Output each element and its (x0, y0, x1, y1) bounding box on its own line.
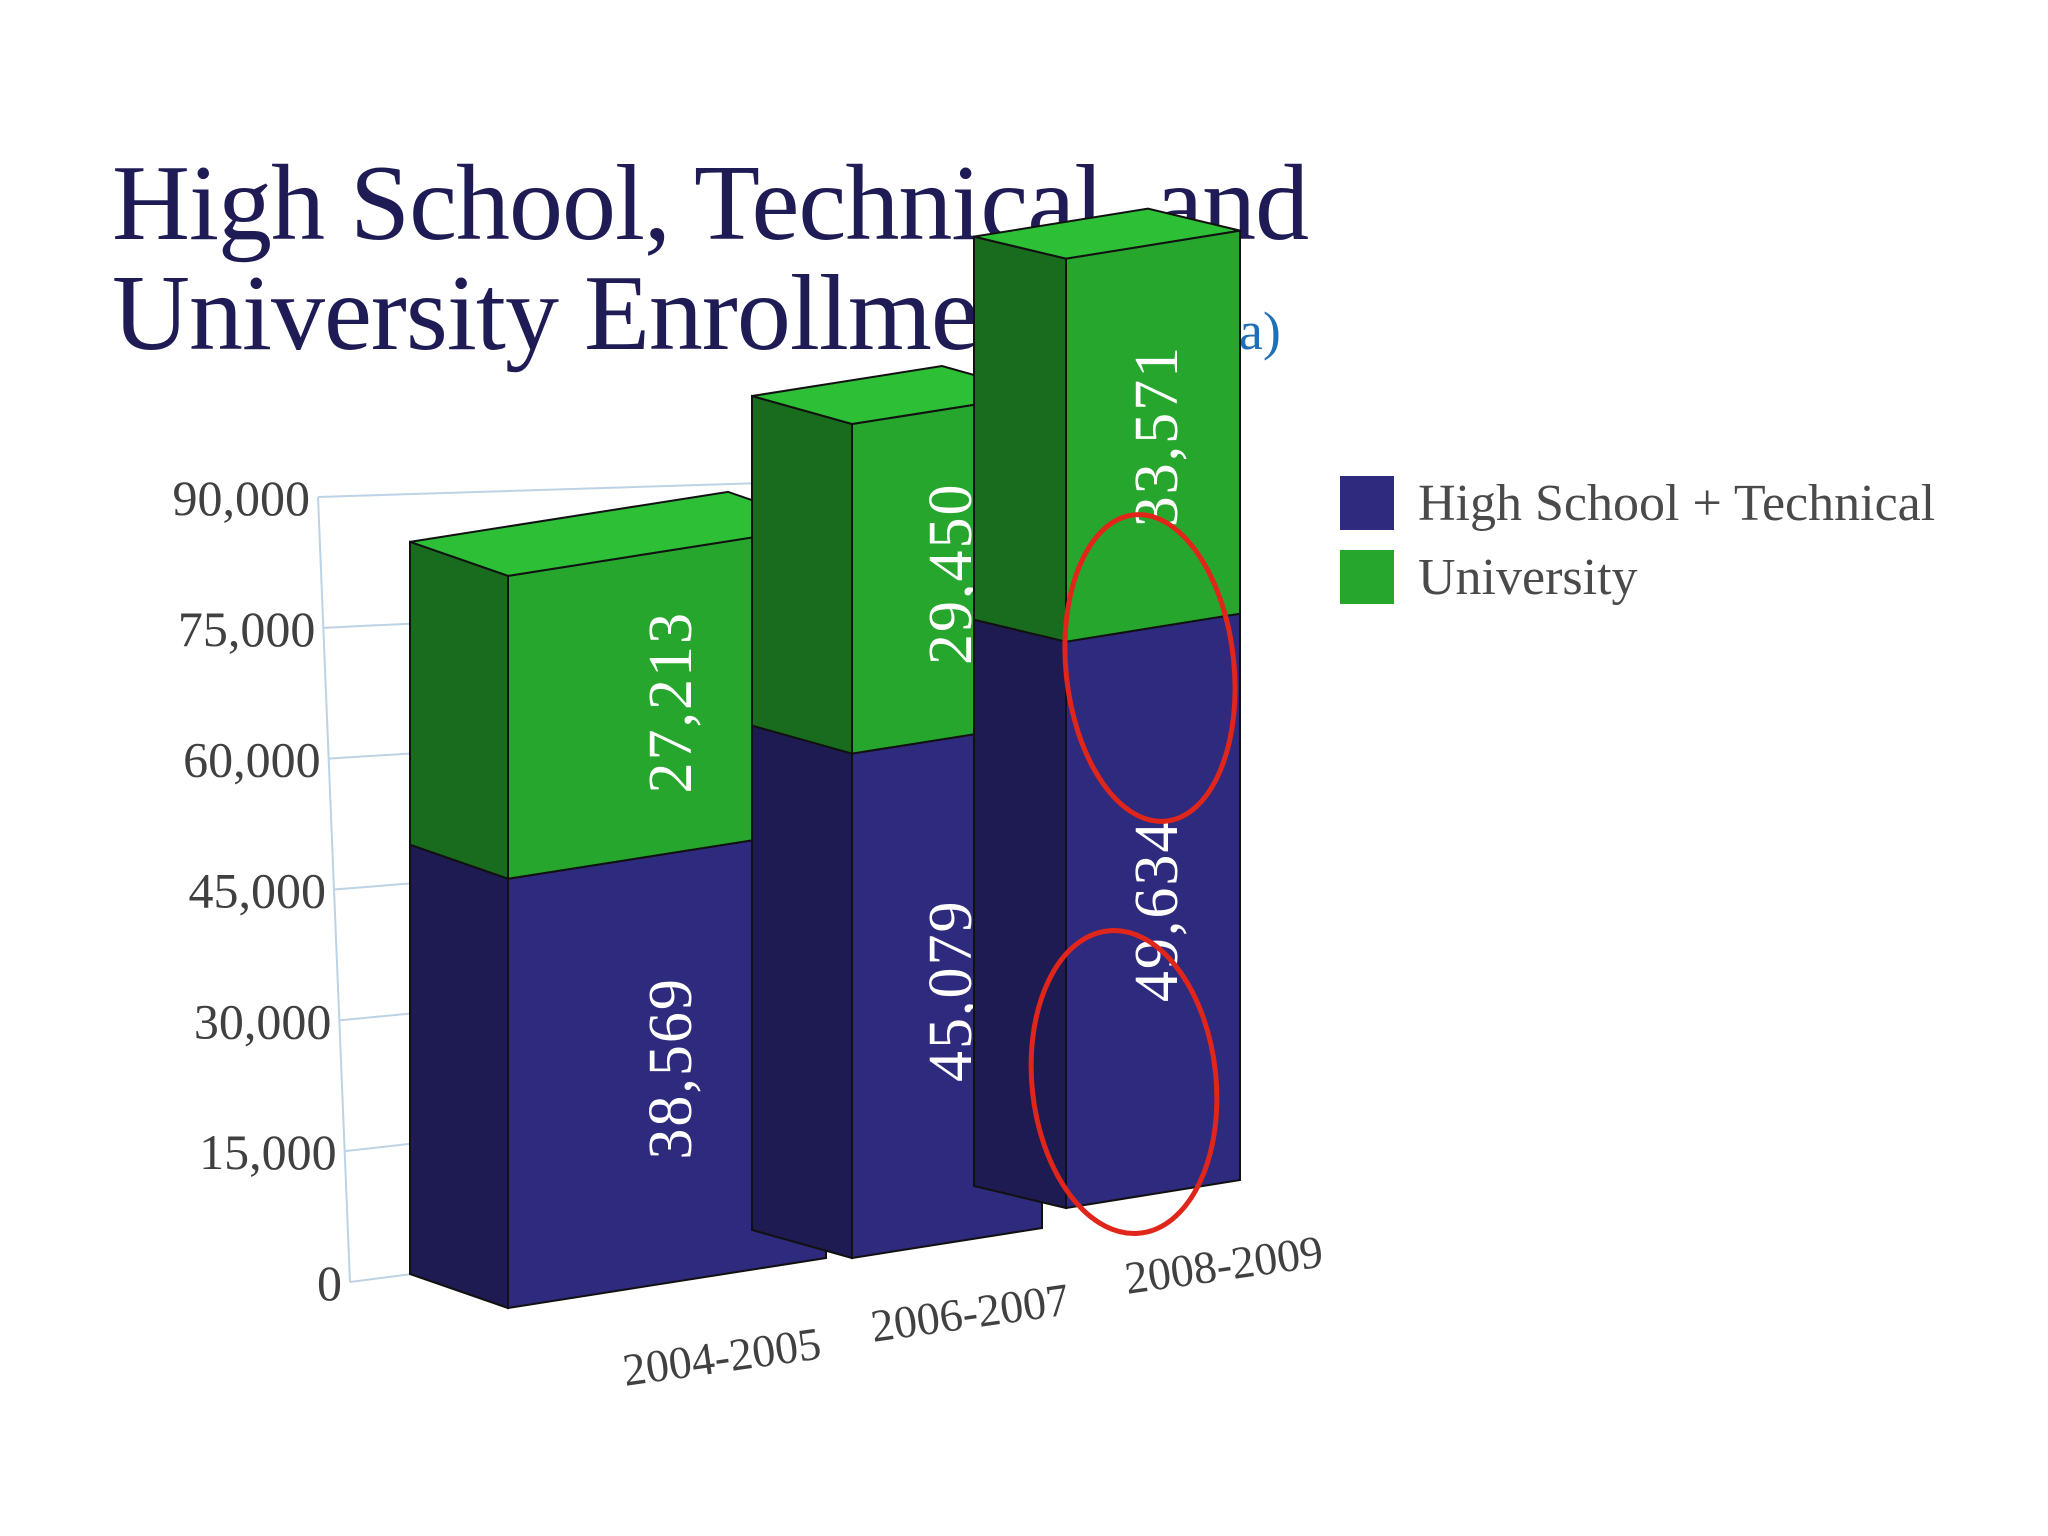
bar-side-face (973, 618, 1067, 1210)
y-tick-label: 15,000 (199, 1124, 337, 1180)
bar-value-label: 33,571 (1123, 345, 1191, 528)
annotations-layer (1028, 512, 1238, 1236)
y-tick-label: 0 (317, 1255, 342, 1311)
y-tick-label: 45,000 (189, 863, 327, 919)
bar-side-face (751, 724, 853, 1260)
bar-value-label: 27,213 (637, 611, 705, 794)
y-tick-label: 60,000 (183, 732, 321, 788)
bar-top-face (409, 490, 827, 577)
chart-title-line2: University Enrollment(Tijuana) (112, 260, 1281, 385)
legend-swatch-high-school (1340, 476, 1394, 530)
y-tick-label: 90,000 (173, 470, 311, 526)
annotation-red-circle (1062, 512, 1238, 824)
bar-side-face (409, 843, 509, 1310)
bar-top-face (973, 207, 1241, 260)
legend-item-high-school: High School + Technical (1340, 466, 1935, 540)
x-category-label: 2004-2005 (620, 1318, 824, 1396)
y-axis-wall-edge (317, 496, 351, 1283)
bar-value-label: 38,569 (637, 977, 705, 1160)
bar-side-face (973, 235, 1067, 643)
bar-segment: 49,634 (973, 612, 1241, 1210)
bar-segment: 27,213 (409, 490, 827, 881)
legend-label-high-school: High School + Technical (1418, 474, 1936, 532)
x-category-label: 2006-2007 (868, 1274, 1072, 1352)
chart-title-line2-text: University Enrollment (112, 254, 1061, 373)
y-tick-label: 30,000 (194, 993, 332, 1049)
bar-side-face (409, 540, 509, 881)
legend-swatch-university (1340, 550, 1394, 604)
bar-side-face (751, 394, 853, 755)
y-axis-ticks: 0 15,000 30,000 45,000 60,000 75,000 90,000 (173, 470, 343, 1311)
legend-label-university: University (1418, 548, 1638, 606)
annotation-red-circle (1028, 928, 1220, 1236)
legend-item-university: University (1340, 540, 1935, 614)
bar-segment: 33,571 (973, 207, 1241, 643)
y-tick-label: 75,000 (178, 601, 316, 657)
chart-legend: High School + Technical University (1340, 466, 1935, 614)
x-category-label: 2008-2009 (1122, 1226, 1326, 1304)
